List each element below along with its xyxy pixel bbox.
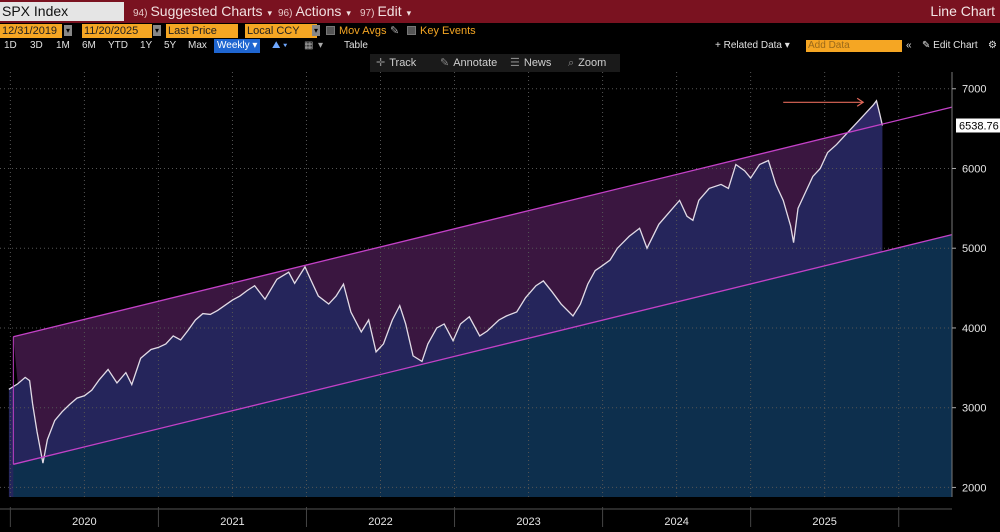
y-tick-label: 6000 bbox=[962, 163, 986, 175]
zoom-label: Zoom bbox=[578, 57, 607, 69]
menu-number: 97) bbox=[360, 8, 375, 19]
y-tick-label: 7000 bbox=[962, 84, 986, 96]
related-data-button[interactable]: + Related Data ▾ bbox=[715, 40, 790, 51]
range-max[interactable]: Max bbox=[188, 40, 207, 51]
x-tick-label: 2025 bbox=[812, 516, 836, 528]
chevron-down-icon: ▾ bbox=[406, 8, 412, 18]
chevron-down-icon[interactable]: ▾ bbox=[318, 40, 324, 51]
start-date-field[interactable]: 12/31/2019 bbox=[0, 24, 62, 38]
related-data-label: + Related Data bbox=[715, 40, 782, 51]
crosshair-icon: ✛ bbox=[376, 57, 386, 69]
key-events-label: Key Events bbox=[420, 25, 476, 37]
price-field-select[interactable]: Last Price bbox=[166, 24, 238, 38]
magnifier-icon: ⌕ bbox=[568, 57, 575, 69]
key-events-checkbox[interactable] bbox=[407, 26, 416, 35]
arrow-head bbox=[856, 97, 865, 107]
mov-avgs-label: Mov Avgs bbox=[339, 25, 387, 37]
grid-icon[interactable]: ▦ bbox=[304, 40, 314, 51]
annotate-label: Annotate bbox=[453, 57, 498, 69]
title-bar: SPX Index 94) Suggested Charts ▾ 96) Action… bbox=[0, 0, 1000, 23]
edit-menu[interactable]: 97) Edit ▾ bbox=[360, 0, 411, 23]
add-data-input[interactable]: Add Data bbox=[806, 40, 902, 52]
y-tick-label: 3000 bbox=[962, 403, 986, 415]
menu-label: Suggested Charts bbox=[150, 3, 263, 19]
table-button[interactable]: Table bbox=[344, 40, 368, 51]
x-tick-label: 2022 bbox=[368, 516, 392, 528]
menu-label: Edit bbox=[377, 3, 402, 19]
range-5y[interactable]: 5Y bbox=[164, 40, 177, 51]
x-axis-panel bbox=[0, 497, 1000, 532]
settings-bar: 12/31/2019 ▾ 11/20/2025 ▾ Last Price Loc… bbox=[0, 23, 1000, 39]
news-icon: ☰ bbox=[510, 57, 520, 69]
upper-channel-fill bbox=[13, 100, 883, 464]
annotate-tool[interactable]: ✎ Annotate bbox=[440, 54, 497, 72]
range-ytd[interactable]: YTD bbox=[108, 40, 128, 51]
actions-menu[interactable]: 96) Actions ▾ bbox=[278, 0, 351, 23]
lower-channel-line bbox=[13, 234, 953, 465]
chevron-down-icon: ▾ bbox=[346, 8, 351, 18]
last-value-tag bbox=[956, 118, 1000, 133]
range-bar: 1D 3D 1M 6M YTD 1Y 5Y Max Weekly ▾ ⛰ ▾ ▦… bbox=[0, 39, 1000, 53]
y-tick-label: 4000 bbox=[962, 323, 986, 335]
x-tick-label: 2021 bbox=[220, 516, 244, 528]
chevron-down-icon[interactable]: ▾ bbox=[312, 25, 320, 36]
range-1d[interactable]: 1D bbox=[4, 40, 17, 51]
menu-number: 96) bbox=[278, 8, 293, 19]
pencil-icon: ✎ bbox=[440, 57, 450, 69]
y-axis-panel bbox=[952, 70, 1000, 499]
menu-label: Actions bbox=[295, 3, 342, 19]
frequency-label: Weekly bbox=[217, 40, 250, 51]
news-tool[interactable]: ☰ News bbox=[510, 54, 551, 72]
range-3d[interactable]: 3D bbox=[30, 40, 43, 51]
range-1y[interactable]: 1Y bbox=[140, 40, 153, 51]
ticker-field[interactable]: SPX Index bbox=[0, 2, 124, 21]
y-tick-label: 5000 bbox=[962, 243, 986, 255]
calendar-icon[interactable]: ▾ bbox=[64, 25, 72, 36]
zoom-tool[interactable]: ⌕ Zoom bbox=[568, 54, 606, 72]
lower-region-overlay bbox=[13, 251, 883, 497]
end-date-field[interactable]: 11/20/2025 bbox=[82, 24, 152, 38]
chart-style-icon[interactable]: ⛰ ▾ bbox=[272, 40, 288, 51]
suggested-charts-menu[interactable]: 94) Suggested Charts ▾ bbox=[133, 0, 272, 23]
chevron-down-icon: ▾ bbox=[267, 8, 273, 18]
last-value-label: 6538.76 bbox=[959, 121, 999, 133]
edit-chart-label: Edit Chart bbox=[933, 40, 978, 51]
edit-chart-button[interactable]: ✎ Edit Chart bbox=[922, 40, 978, 51]
range-6m[interactable]: 6M bbox=[82, 40, 96, 51]
pencil-icon[interactable]: ✎ bbox=[390, 25, 400, 37]
track-label: Track bbox=[389, 57, 417, 69]
gear-icon[interactable]: ⚙ bbox=[988, 40, 997, 51]
chart-toolbar: ✛ Track ✎ Annotate ☰ News ⌕ Zoom bbox=[370, 54, 620, 72]
calendar-icon[interactable]: ▾ bbox=[153, 25, 161, 36]
price-line bbox=[8, 99, 884, 464]
currency-select[interactable]: Local CCY bbox=[245, 24, 317, 38]
chart-type-label: Line Chart bbox=[930, 3, 995, 19]
x-tick-label: 2020 bbox=[72, 516, 96, 528]
range-1m[interactable]: 1M bbox=[56, 40, 70, 51]
x-tick-label: 2024 bbox=[664, 516, 688, 528]
y-tick-label: 2000 bbox=[962, 482, 986, 494]
frequency-select[interactable]: Weekly ▾ bbox=[214, 39, 261, 53]
news-label: News bbox=[523, 57, 552, 69]
x-tick-label: 2023 bbox=[516, 516, 540, 528]
collapse-icon[interactable]: « bbox=[906, 40, 912, 51]
track-tool[interactable]: ✛ Track bbox=[376, 54, 416, 72]
menu-number: 94) bbox=[133, 8, 148, 19]
upper-channel-line bbox=[13, 106, 953, 338]
mov-avgs-checkbox[interactable] bbox=[326, 26, 335, 35]
